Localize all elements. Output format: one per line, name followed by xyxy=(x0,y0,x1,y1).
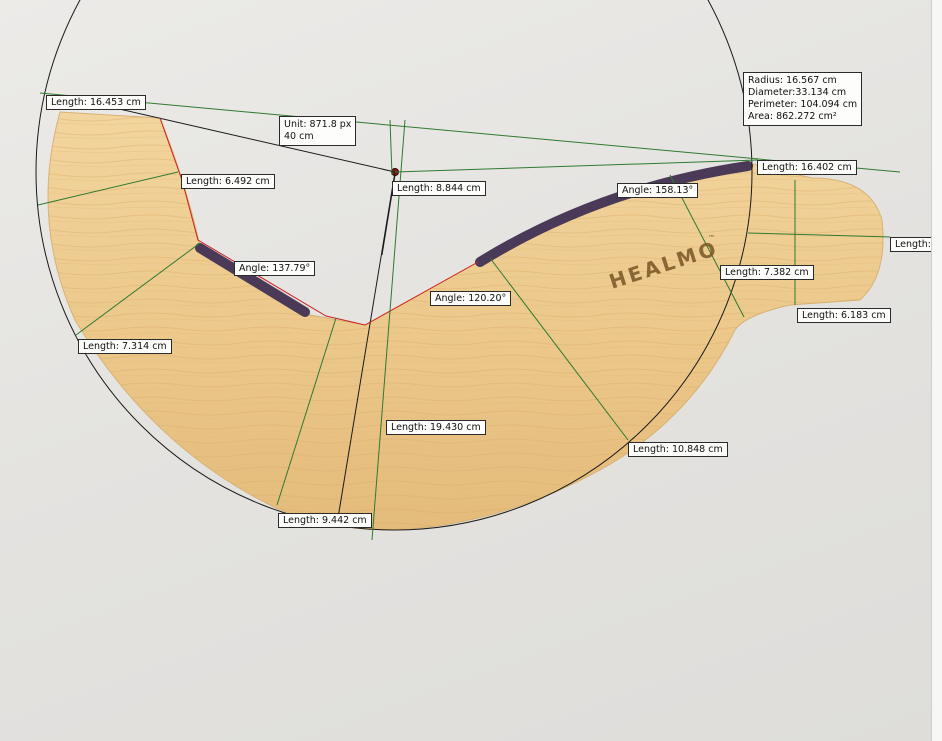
angle-label-right[interactable]: Angle: 158.13° xyxy=(617,183,699,198)
length-label-bottom[interactable]: Length: 9.442 cm xyxy=(278,513,372,528)
length-label-right-arm[interactable]: Length: 7.382 cm xyxy=(720,265,814,280)
left-rubber-strip xyxy=(195,243,310,317)
length-label-left-arm[interactable]: Length: 6.492 cm xyxy=(181,174,275,189)
circle-radius-text: Radius: 16.567 cm xyxy=(748,75,837,86)
circle-area-text: Area: 862.272 cm² xyxy=(748,111,837,122)
fitted-circle[interactable] xyxy=(35,0,753,531)
length-label-center-vertical[interactable]: Length: 19.430 cm xyxy=(386,420,486,435)
radius-line[interactable] xyxy=(114,107,396,173)
length-label-right-top[interactable]: Length: 16.402 cm xyxy=(757,160,857,175)
green-measure-lines[interactable] xyxy=(37,92,901,541)
length-label-left-bottom[interactable]: Length: 7.314 cm xyxy=(78,339,172,354)
unit-length-text: 40 cm xyxy=(284,131,314,142)
length-label-top-left[interactable]: Length: 16.453 cm xyxy=(46,95,146,110)
circle-perimeter-text: Perimeter: 104.094 cm xyxy=(748,99,858,110)
red-contour-line[interactable] xyxy=(159,117,479,326)
right-rubber-strip xyxy=(475,161,753,267)
angle-label-left[interactable]: Angle: 137.79° xyxy=(234,261,316,276)
circle-diameter-text: Diameter:33.134 cm xyxy=(748,87,847,98)
length-label-far-right[interactable]: Length: 6. xyxy=(890,237,942,252)
brand-trademark: ™ xyxy=(708,234,715,242)
circle-info-label[interactable]: Radius: 16.567 cm Diameter:33.134 cm Per… xyxy=(743,72,863,126)
unit-pixels-text: Unit: 871.8 px xyxy=(284,119,352,130)
unit-scale-label[interactable]: Unit: 871.8 px 40 cm xyxy=(279,116,357,146)
length-label-handle[interactable]: Length: 6.183 cm xyxy=(797,308,891,323)
right-edge-scrollbar[interactable] xyxy=(931,0,942,741)
angle-label-center[interactable]: Angle: 120.20° xyxy=(430,291,512,306)
length-label-right-lower[interactable]: Length: 10.848 cm xyxy=(628,442,728,457)
center-vertical-line-black[interactable] xyxy=(337,171,396,519)
length-label-center-top[interactable]: Length: 8.844 cm xyxy=(392,181,486,196)
